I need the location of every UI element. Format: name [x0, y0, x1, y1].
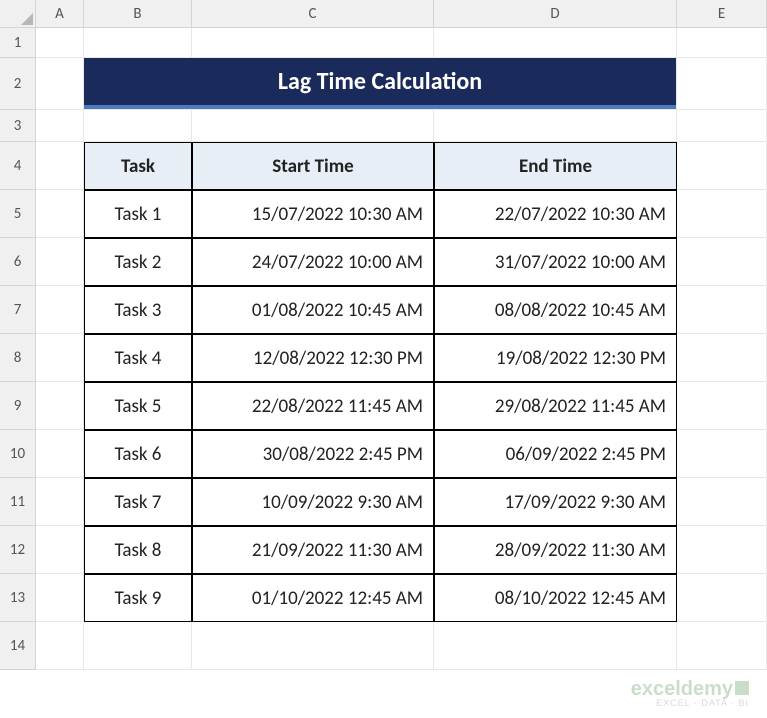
cell-A10[interactable] [36, 430, 84, 478]
row-header-9[interactable]: 9 [0, 382, 36, 430]
start-time-cell[interactable]: 22/08/2022 11:45 AM [192, 382, 434, 430]
row-header-8[interactable]: 8 [0, 334, 36, 382]
start-time-cell[interactable]: 15/07/2022 10:30 AM [192, 190, 434, 238]
start-time-cell[interactable]: 01/08/2022 10:45 AM [192, 286, 434, 334]
row-header-7[interactable]: 7 [0, 286, 36, 334]
end-time-cell[interactable]: 22/07/2022 10:30 AM [434, 190, 677, 238]
row-header-2[interactable]: 2 [0, 58, 36, 110]
end-time-cell[interactable]: 08/10/2022 12:45 AM [434, 574, 677, 622]
task-name-cell[interactable]: Task 4 [84, 334, 192, 382]
row-header-1[interactable]: 1 [0, 28, 36, 58]
spreadsheet: ABCDE 1234567891011121314 Lag Time Calcu… [0, 0, 767, 718]
cell-E13[interactable] [677, 574, 767, 622]
row-header-4[interactable]: 4 [0, 142, 36, 190]
cell-E1[interactable] [677, 28, 767, 58]
title-banner: Lag Time Calculation [84, 58, 676, 109]
start-time-cell[interactable]: 30/08/2022 2:45 PM [192, 430, 434, 478]
task-name-cell[interactable]: Task 3 [84, 286, 192, 334]
row-header-11[interactable]: 11 [0, 478, 36, 526]
cell-E3[interactable] [677, 110, 767, 142]
column-headers: ABCDE [36, 0, 767, 28]
start-time-cell[interactable]: 10/09/2022 9:30 AM [192, 478, 434, 526]
cell-A11[interactable] [36, 478, 84, 526]
cell-A8[interactable] [36, 334, 84, 382]
end-time-cell[interactable]: 08/08/2022 10:45 AM [434, 286, 677, 334]
start-time-cell[interactable]: 21/09/2022 11:30 AM [192, 526, 434, 574]
cell-C3[interactable] [192, 110, 434, 142]
cell-C14[interactable] [192, 622, 434, 670]
start-time-cell[interactable]: 12/08/2022 12:30 PM [192, 334, 434, 382]
grid-body: Lag Time Calculation TaskStart TimeEnd Ti… [36, 28, 767, 670]
cell-E9[interactable] [677, 382, 767, 430]
cell-C1[interactable] [192, 28, 434, 58]
cell-E6[interactable] [677, 238, 767, 286]
end-time-cell[interactable]: 28/09/2022 11:30 AM [434, 526, 677, 574]
cell-A12[interactable] [36, 526, 84, 574]
cell-E7[interactable] [677, 286, 767, 334]
cell-D1[interactable] [434, 28, 677, 58]
cell-A5[interactable] [36, 190, 84, 238]
end-time-cell[interactable]: 19/08/2022 12:30 PM [434, 334, 677, 382]
row-header-13[interactable]: 13 [0, 574, 36, 622]
cell-B14[interactable] [84, 622, 192, 670]
row-header-12[interactable]: 12 [0, 526, 36, 574]
cell-A13[interactable] [36, 574, 84, 622]
row-header-6[interactable]: 6 [0, 238, 36, 286]
cell-E5[interactable] [677, 190, 767, 238]
column-header-A[interactable]: A [36, 0, 84, 28]
cell-A4[interactable] [36, 142, 84, 190]
cell-A6[interactable] [36, 238, 84, 286]
cell-E2[interactable] [677, 58, 767, 110]
task-name-cell[interactable]: Task 7 [84, 478, 192, 526]
task-name-cell[interactable]: Task 5 [84, 382, 192, 430]
cell-B2[interactable]: Lag Time Calculation [84, 58, 677, 110]
cell-A14[interactable] [36, 622, 84, 670]
task-name-cell[interactable]: Task 2 [84, 238, 192, 286]
select-all-corner[interactable] [0, 0, 36, 28]
cell-E4[interactable] [677, 142, 767, 190]
watermark: exceldemy EXCEL · DATA · BI [631, 679, 749, 708]
row-header-5[interactable]: 5 [0, 190, 36, 238]
cell-D3[interactable] [434, 110, 677, 142]
table-header-start[interactable]: Start Time [192, 142, 434, 190]
end-time-cell[interactable]: 29/08/2022 11:45 AM [434, 382, 677, 430]
end-time-cell[interactable]: 17/09/2022 9:30 AM [434, 478, 677, 526]
table-header-task[interactable]: Task [84, 142, 192, 190]
cell-A1[interactable] [36, 28, 84, 58]
cell-E8[interactable] [677, 334, 767, 382]
column-header-E[interactable]: E [677, 0, 767, 28]
cell-A9[interactable] [36, 382, 84, 430]
cell-A3[interactable] [36, 110, 84, 142]
cell-A2[interactable] [36, 58, 84, 110]
watermark-square-icon [735, 681, 749, 695]
table-header-end[interactable]: End Time [434, 142, 677, 190]
cell-D14[interactable] [434, 622, 677, 670]
cell-E12[interactable] [677, 526, 767, 574]
row-header-10[interactable]: 10 [0, 430, 36, 478]
cell-B1[interactable] [84, 28, 192, 58]
task-name-cell[interactable]: Task 9 [84, 574, 192, 622]
start-time-cell[interactable]: 24/07/2022 10:00 AM [192, 238, 434, 286]
column-header-D[interactable]: D [434, 0, 677, 28]
end-time-cell[interactable]: 06/09/2022 2:45 PM [434, 430, 677, 478]
column-header-C[interactable]: C [192, 0, 434, 28]
watermark-text: exceldemy [631, 678, 733, 700]
cell-E10[interactable] [677, 430, 767, 478]
cell-A7[interactable] [36, 286, 84, 334]
start-time-cell[interactable]: 01/10/2022 12:45 AM [192, 574, 434, 622]
cell-B3[interactable] [84, 110, 192, 142]
row-header-3[interactable]: 3 [0, 110, 36, 142]
cell-E14[interactable] [677, 622, 767, 670]
cell-E11[interactable] [677, 478, 767, 526]
task-name-cell[interactable]: Task 8 [84, 526, 192, 574]
task-name-cell[interactable]: Task 6 [84, 430, 192, 478]
task-name-cell[interactable]: Task 1 [84, 190, 192, 238]
row-headers: 1234567891011121314 [0, 28, 36, 670]
row-header-14[interactable]: 14 [0, 622, 36, 670]
end-time-cell[interactable]: 31/07/2022 10:00 AM [434, 238, 677, 286]
column-header-B[interactable]: B [84, 0, 192, 28]
watermark-subtext: EXCEL · DATA · BI [631, 699, 749, 708]
